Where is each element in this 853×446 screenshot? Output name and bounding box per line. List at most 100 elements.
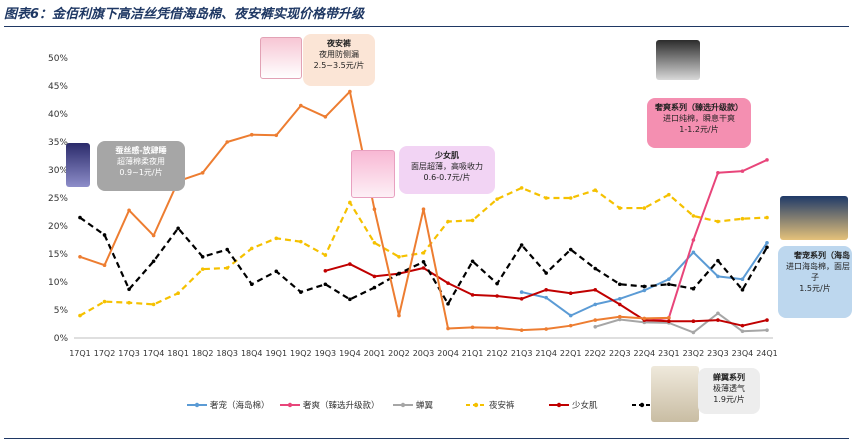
x-tick-label: 21Q2 [486, 349, 508, 358]
product-image-silk [66, 143, 90, 187]
series-point-0 [519, 290, 524, 294]
x-tick-label: 22Q3 [609, 349, 631, 358]
annotation-girl-line1: 面层超薄，高吸收力 [411, 162, 483, 171]
series-point-3 [716, 219, 720, 224]
series-point-6 [127, 208, 131, 213]
legend-marker [639, 402, 645, 408]
series-point-5 [740, 288, 745, 292]
legend-label: 少女肌 [572, 400, 598, 411]
series-point-0 [544, 295, 548, 300]
x-tick-label: 24Q1 [756, 349, 778, 358]
annotation-luxpet-line1: 进口海岛棉，面层 [786, 262, 850, 271]
series-point-6 [568, 323, 573, 328]
series-point-3 [225, 266, 230, 270]
series-point-4 [716, 318, 720, 322]
series-line-2 [594, 312, 768, 334]
series-point-5 [249, 282, 254, 287]
series-line-0 [521, 242, 768, 317]
series-point-6 [544, 327, 548, 331]
series-point-4 [691, 319, 696, 324]
series-point-3 [102, 299, 107, 304]
series-point-4 [421, 266, 426, 270]
series-point-4 [617, 302, 622, 307]
x-tick-label: 19Q2 [290, 349, 312, 358]
x-tick-label: 19Q1 [265, 349, 287, 358]
x-tick-label: 18Q4 [241, 349, 263, 358]
x-tick-label: 20Q1 [364, 349, 386, 358]
annotation-night-title: 夜安裤 [327, 39, 351, 48]
x-tick-label: 20Q3 [413, 349, 435, 358]
series-point-5 [519, 243, 524, 247]
series-point-3 [249, 246, 254, 251]
series-point-6 [102, 263, 107, 268]
series-point-0 [593, 302, 598, 307]
series-point-5 [274, 269, 279, 274]
series-point-6 [78, 254, 82, 259]
series-point-6 [421, 207, 426, 211]
series-point-4 [593, 288, 598, 292]
x-tick-label: 20Q2 [388, 349, 410, 358]
series-point-0 [716, 274, 720, 279]
legend-label: 夜安裤 [489, 400, 515, 411]
x-tick-label: 21Q4 [535, 349, 557, 358]
series-point-6 [299, 103, 303, 108]
series-point-3 [568, 196, 573, 200]
y-tick-label: 10% [48, 278, 68, 288]
x-tick-label: 18Q2 [192, 349, 214, 358]
product-image-luxcool [656, 40, 700, 80]
series-point-5 [544, 271, 548, 275]
series-point-5 [127, 287, 131, 292]
series-point-0 [617, 297, 622, 301]
series-point-4 [667, 319, 671, 324]
legend-marker [400, 402, 406, 408]
series-point-4 [544, 288, 548, 292]
series-point-5 [716, 258, 720, 263]
series-point-5 [691, 286, 696, 291]
series-point-3 [470, 218, 475, 223]
annotation-luxpet: 奢宠系列（海岛 进口海岛棉，面层 子 1.5元/片 [778, 246, 852, 318]
series-point-6 [667, 316, 671, 320]
series-point-3 [372, 241, 377, 245]
series-point-5 [446, 302, 450, 306]
x-tick-label: 17Q2 [94, 349, 116, 358]
series-point-3 [200, 267, 205, 271]
series-line-1 [644, 159, 768, 323]
legend-label: 奢爽（臻选升级款） [303, 400, 380, 411]
series-point-3 [593, 188, 598, 192]
x-tick-label: 22Q4 [634, 349, 656, 358]
legend-label: 蝉翼 [416, 400, 434, 411]
series-point-6 [446, 326, 450, 331]
series-point-6 [323, 115, 328, 119]
series-point-3 [397, 254, 401, 259]
series-point-3 [176, 291, 180, 296]
bottom-divider [4, 438, 849, 439]
series-point-2 [765, 328, 769, 332]
series-point-3 [274, 236, 279, 241]
series-point-6 [519, 328, 524, 332]
annotation-luxcool-line1: 进口纯棉，瞬息干爽 [663, 114, 735, 123]
series-point-3 [544, 196, 548, 200]
series-point-0 [765, 241, 769, 245]
series-point-6 [348, 89, 352, 94]
x-tick-label: 23Q1 [658, 349, 680, 358]
series-point-3 [642, 206, 647, 210]
x-tick-label: 19Q4 [339, 349, 361, 358]
series-point-5 [593, 266, 598, 271]
series-point-5 [765, 245, 769, 250]
series-point-2 [593, 325, 598, 329]
series-point-4 [495, 294, 499, 298]
y-tick-label: 15% [48, 250, 68, 260]
annotation-wing: 蝉翼系列 极薄透气 1.9元/片 [698, 368, 760, 414]
series-point-6 [151, 233, 156, 238]
annotation-luxcool-line2: 1-1.2元/片 [679, 125, 719, 134]
x-tick-label: 22Q1 [560, 349, 582, 358]
series-point-6 [617, 314, 622, 319]
series-point-3 [348, 200, 352, 205]
series-point-5 [397, 271, 401, 276]
series-point-4 [348, 262, 352, 266]
series-point-5 [78, 215, 82, 220]
y-tick-label: 50% [48, 54, 68, 64]
series-point-2 [740, 329, 745, 334]
series-point-3 [151, 302, 156, 307]
